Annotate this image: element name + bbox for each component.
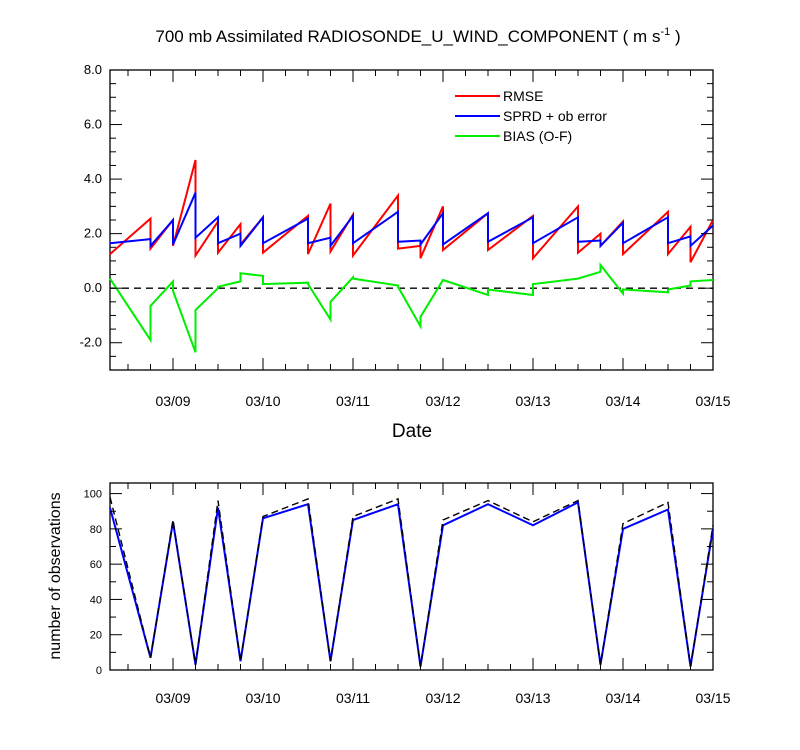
y-tick-label: 0	[96, 665, 102, 677]
x-tick-label: 03/09	[155, 393, 190, 409]
x-tick-label: 03/11	[336, 393, 370, 409]
x-tick-label: 03/11	[336, 690, 370, 706]
y-tick-label: 6.0	[84, 117, 102, 132]
chart-title-main: 700 mb Assimilated RADIOSONDE_U_WIND_COM…	[155, 27, 660, 46]
legend-label: SPRD + ob error	[503, 108, 607, 124]
y-tick-label: -2.0	[80, 335, 102, 350]
legend-label: RMSE	[503, 88, 543, 104]
top-axes-group: 03/09 03/10 03/11 03/12 03/13 03/14 03/15 -2.0 0…	[80, 62, 731, 409]
bottom-panel: 03/09 03/10 03/11 03/12 03/13 03/14 03/15 0 20 40…	[47, 482, 731, 706]
x-tick-label: 03/15	[695, 690, 730, 706]
y-axis-label: number of observations	[47, 492, 64, 659]
y-tick-label: 80	[90, 524, 102, 536]
x-tick-label: 03/14	[605, 690, 640, 706]
x-tick-label: 03/10	[245, 690, 280, 706]
top-plot-frame	[109, 69, 714, 371]
bottom-series-group	[109, 496, 714, 667]
y-tick-label: 40	[90, 594, 102, 606]
x-tick-label: 03/12	[425, 393, 460, 409]
x-tick-label: 03/14	[605, 393, 640, 409]
x-tick-label: 03/13	[515, 690, 550, 706]
chart-title-superscript: -1	[660, 26, 670, 38]
bottom-axes-group: 03/09 03/10 03/11 03/12 03/13 03/14 03/15 0 20 40…	[84, 483, 731, 706]
series-line-assimilated	[109, 500, 714, 667]
x-axis-label: Date	[392, 421, 432, 442]
x-tick-label: 03/10	[245, 393, 280, 409]
y-tick-label: 0.0	[84, 280, 102, 295]
y-tick-label: 20	[90, 630, 102, 642]
y-tick-label: 60	[90, 559, 102, 571]
series-line-total	[109, 496, 714, 667]
series-line-bias-o-f	[109, 262, 714, 353]
chart-title-tail: )	[670, 27, 680, 46]
x-tick-label: 03/12	[425, 690, 460, 706]
bottom-plot-frame	[109, 482, 714, 671]
y-tick-label: 100	[84, 489, 102, 501]
series-line-sprd-ob-error	[109, 192, 714, 249]
x-tick-label: 03/09	[155, 690, 190, 706]
legend: RMSE SPRD + ob error BIAS (O-F)	[455, 88, 607, 144]
top-panel: 700 mb Assimilated RADIOSONDE_U_WIND_COM…	[80, 26, 731, 442]
y-tick-label: 8.0	[84, 62, 102, 77]
chart-title: 700 mb Assimilated RADIOSONDE_U_WIND_COM…	[155, 26, 680, 46]
legend-label: BIAS (O-F)	[503, 128, 572, 144]
x-tick-label: 03/15	[695, 393, 730, 409]
x-tick-label: 03/13	[515, 393, 550, 409]
y-tick-label: 2.0	[84, 226, 102, 241]
y-tick-label: 4.0	[84, 171, 102, 186]
series-line-rmse	[109, 159, 714, 263]
top-series-group	[109, 159, 714, 353]
